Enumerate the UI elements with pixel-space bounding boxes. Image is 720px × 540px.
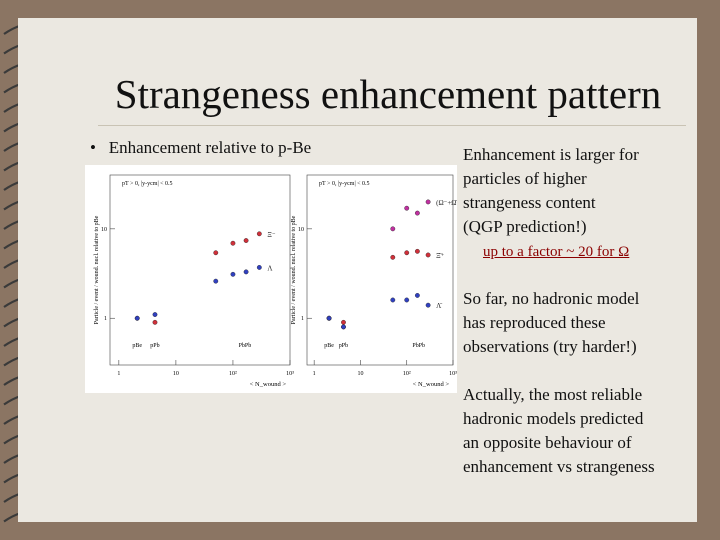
note-line: Enhancement is larger for — [463, 145, 639, 164]
plot-frame — [306, 174, 454, 366]
plot-frame — [109, 174, 291, 366]
note-line: strangeness content — [463, 193, 596, 212]
bullet-text: Enhancement relative to p-Be — [108, 138, 312, 157]
data-point — [134, 315, 140, 321]
system-label: PbPb — [412, 343, 425, 349]
note-line: hadronic models predicted — [463, 409, 644, 428]
note-line: particles of higher — [463, 169, 587, 188]
y-tick-label: 1 — [301, 316, 304, 322]
data-point — [404, 250, 410, 256]
note-line: So far, no hadronic model — [463, 289, 640, 308]
note-line: has reproduced these — [463, 313, 606, 332]
y-tick-label: 10 — [101, 227, 107, 233]
data-point — [414, 248, 420, 254]
data-point — [341, 319, 346, 325]
slide-title: Strangeness enhancement pattern — [114, 71, 662, 117]
x-axis-label: < N_wound > — [250, 381, 287, 388]
series-label: Ξ̄⁺ — [436, 252, 445, 260]
note-line: enhancement vs strangeness — [463, 457, 655, 476]
series-label: Λ̄ — [436, 302, 443, 310]
cut-label: pT > 0, |y-ycm| < 0.5 — [319, 181, 370, 187]
x-tick-label: 10 — [357, 371, 363, 377]
data-point — [152, 319, 158, 325]
data-point — [425, 252, 431, 258]
series-label: Λ — [267, 264, 272, 272]
system-label: PbPb — [239, 343, 252, 349]
note-line: (QGP prediction!) — [463, 217, 587, 236]
data-point — [414, 210, 420, 216]
x-tick-label: 1 — [313, 371, 316, 377]
data-point — [425, 302, 431, 308]
series-label: Ξ⁻ — [267, 231, 276, 239]
title-rule — [98, 125, 686, 126]
data-point — [390, 226, 396, 232]
x-tick-label: 10 — [173, 371, 179, 377]
figure-background — [85, 165, 457, 393]
data-point — [341, 324, 346, 330]
system-label: pBe — [132, 343, 142, 349]
y-axis-label: Particle / event / wound. nucl. relative… — [291, 215, 297, 324]
data-point — [152, 312, 158, 317]
system-label: pBe — [324, 343, 334, 349]
x-tick-label: 10² — [229, 371, 237, 377]
x-axis-label: < N_wound > — [413, 381, 450, 388]
data-point — [213, 250, 219, 256]
data-point — [243, 269, 249, 275]
data-point — [425, 199, 431, 205]
y-tick-label: 10 — [298, 227, 304, 233]
data-point — [390, 297, 396, 303]
data-point — [404, 297, 410, 303]
note-line: an opposite behaviour of — [463, 433, 632, 452]
data-point — [243, 238, 249, 243]
data-point — [326, 315, 332, 321]
data-point — [213, 278, 219, 284]
x-tick-label: 10³ — [286, 371, 294, 377]
cut-label: pT > 0, |y-ycm| < 0.5 — [122, 181, 173, 187]
data-point — [230, 271, 236, 277]
system-label: pPb — [150, 343, 159, 349]
bullet: • Enhancement relative to p-Be — [90, 138, 312, 157]
data-point — [414, 293, 420, 298]
note-line: observations (try harder!) — [463, 337, 637, 356]
data-point — [390, 254, 396, 260]
data-point — [256, 231, 262, 237]
x-tick-label: 10² — [403, 371, 411, 377]
highlight-line: up to a factor ~ 20 for Ω — [483, 244, 630, 260]
system-label: pPb — [339, 343, 348, 349]
data-point — [256, 265, 262, 270]
data-point — [230, 240, 236, 246]
x-tick-label: 1 — [117, 371, 120, 377]
x-tick-label: 10³ — [449, 371, 457, 377]
note-line: Actually, the most reliable — [463, 385, 643, 404]
series-label: (Ω⁻+Ω̄⁺) — [436, 199, 457, 207]
data-point — [404, 205, 410, 211]
y-tick-label: 1 — [104, 316, 107, 322]
y-axis-label: Particle / event / wound. nucl. relative… — [94, 215, 100, 324]
